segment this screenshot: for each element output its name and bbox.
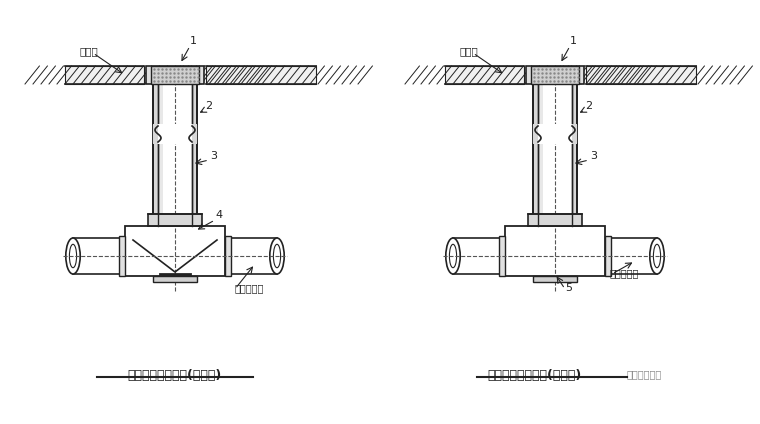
Bar: [605, 238, 657, 274]
Text: 1: 1: [570, 36, 577, 46]
Text: 4: 4: [215, 210, 222, 220]
Bar: [153, 84, 158, 214]
Bar: [526, 66, 584, 84]
Text: 埋地排水管: 埋地排水管: [610, 268, 639, 278]
Bar: [533, 124, 538, 144]
Ellipse shape: [69, 244, 77, 268]
Bar: [528, 214, 582, 226]
Bar: [206, 66, 316, 84]
Bar: [153, 276, 197, 282]
Ellipse shape: [650, 238, 664, 274]
Bar: [125, 226, 225, 276]
Text: 埋地排水管: 埋地排水管: [235, 283, 264, 293]
Bar: [153, 84, 163, 214]
Text: 水电知识平台: 水电知识平台: [627, 369, 662, 379]
Bar: [65, 66, 144, 84]
Bar: [192, 124, 197, 144]
Ellipse shape: [449, 244, 457, 268]
Bar: [505, 226, 605, 276]
Ellipse shape: [654, 244, 660, 268]
Bar: [225, 238, 277, 274]
Text: 非道路: 非道路: [80, 46, 99, 56]
Text: 2: 2: [585, 101, 592, 111]
Bar: [572, 84, 577, 214]
Bar: [533, 84, 538, 214]
Bar: [225, 236, 231, 276]
Bar: [73, 238, 125, 274]
Bar: [605, 236, 611, 276]
Text: 3: 3: [210, 151, 217, 161]
Bar: [531, 66, 579, 84]
Bar: [533, 276, 577, 282]
Text: 非道路: 非道路: [460, 46, 479, 56]
Text: 1: 1: [190, 36, 197, 46]
Bar: [445, 66, 524, 84]
Bar: [148, 214, 202, 226]
Text: 2: 2: [205, 101, 212, 111]
Text: 3: 3: [590, 151, 597, 161]
Bar: [151, 66, 199, 84]
Ellipse shape: [446, 238, 461, 274]
Text: 5: 5: [565, 283, 572, 293]
Bar: [119, 236, 125, 276]
Bar: [533, 84, 543, 214]
Text: 非防护井盖检查井(无流槽): 非防护井盖检查井(无流槽): [488, 369, 582, 382]
Bar: [153, 124, 158, 144]
Bar: [154, 124, 196, 144]
Bar: [192, 84, 197, 214]
Ellipse shape: [274, 244, 280, 268]
Bar: [499, 236, 505, 276]
Bar: [572, 124, 577, 144]
Ellipse shape: [66, 238, 81, 274]
Ellipse shape: [270, 238, 284, 274]
Text: 非防护井盖检查井(有流槽): 非防护井盖检查井(有流槽): [128, 369, 222, 382]
Bar: [586, 66, 696, 84]
Bar: [453, 238, 505, 274]
Bar: [534, 124, 576, 144]
Bar: [146, 66, 204, 84]
